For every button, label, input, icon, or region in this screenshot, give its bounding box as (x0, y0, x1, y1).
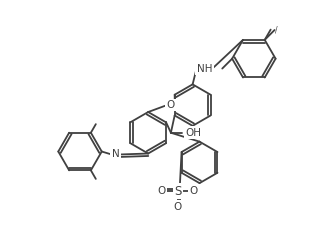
Text: O: O (190, 186, 198, 196)
Text: O: O (158, 186, 166, 196)
Text: O: O (167, 100, 175, 110)
Text: /: / (275, 25, 278, 34)
Text: NH: NH (197, 64, 212, 74)
Text: OH: OH (186, 128, 202, 138)
Text: N: N (112, 150, 120, 160)
Text: O: O (174, 202, 182, 212)
Text: S: S (174, 185, 181, 197)
